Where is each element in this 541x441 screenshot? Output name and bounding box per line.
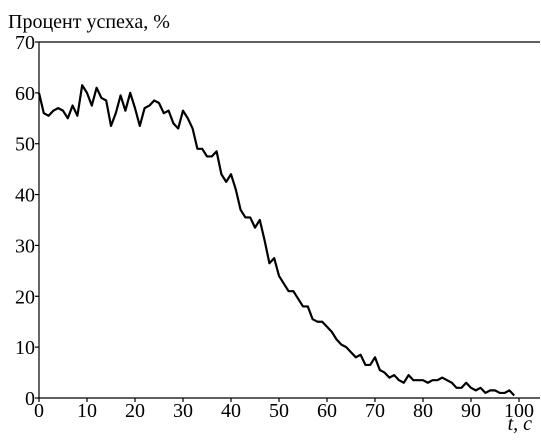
x-tick-label: 30 [173, 400, 193, 422]
x-tick-label: 10 [77, 400, 97, 422]
y-tick-label: 30 [15, 235, 35, 257]
x-tick-label: 80 [413, 400, 433, 422]
y-tick-label: 60 [15, 83, 35, 105]
x-tick-label: 100 [504, 400, 534, 422]
x-tick-label: 0 [34, 400, 44, 422]
x-tick-label: 60 [317, 400, 337, 422]
x-axis-label: t, c [508, 413, 533, 435]
chart-title: Процент успеха, % [8, 11, 170, 33]
y-tick-label: 50 [15, 134, 35, 156]
x-tick-label: 20 [125, 400, 145, 422]
x-tick-label: 70 [365, 400, 385, 422]
data-line [37, 84, 515, 397]
y-tick-label: 0 [25, 388, 35, 410]
y-tick-label: 10 [15, 337, 35, 359]
x-tick-label: 90 [461, 400, 481, 422]
y-tick-label: 40 [15, 185, 35, 207]
x-tick-label: 50 [269, 400, 289, 422]
y-tick-label: 70 [15, 32, 35, 54]
x-tick-label: 40 [221, 400, 241, 422]
y-tick-label: 20 [15, 286, 35, 308]
